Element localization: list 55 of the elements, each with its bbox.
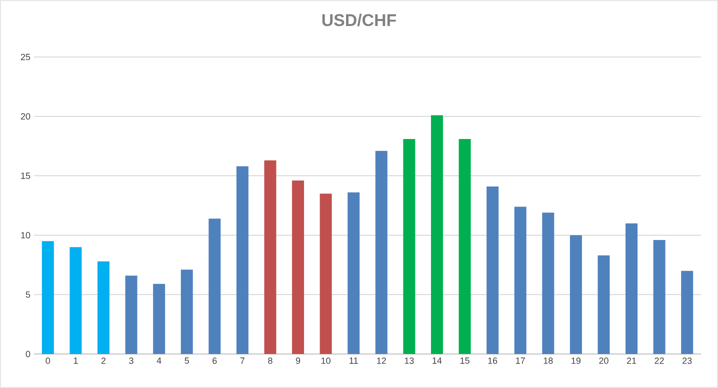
- x-tick-label: 11: [350, 358, 358, 364]
- bar: [348, 192, 360, 354]
- x-tick-label: 1: [74, 358, 78, 364]
- x-tick-label: 3: [129, 358, 134, 364]
- x-tick-label: 23: [682, 358, 692, 364]
- x-tick-label: 20: [599, 358, 608, 364]
- x-tick-label: 7: [240, 358, 244, 364]
- bar: [70, 247, 82, 354]
- x-tick-label: 16: [488, 358, 498, 364]
- bar: [430, 115, 443, 354]
- x-tick-label: 14: [432, 358, 442, 364]
- bar: [264, 160, 276, 354]
- bar: [208, 218, 221, 354]
- bar: [42, 241, 54, 354]
- y-tick-label: 5: [26, 291, 30, 298]
- x-tick-label: 9: [296, 358, 300, 364]
- bar: [236, 166, 248, 354]
- bar: [626, 223, 638, 354]
- x-tick-label: 2: [101, 358, 106, 364]
- bar: [514, 206, 526, 354]
- bar: [375, 150, 388, 354]
- x-tick-label: 8: [268, 358, 272, 364]
- bar: [153, 284, 166, 354]
- bar: [97, 261, 110, 354]
- x-tick-label: 6: [212, 358, 217, 364]
- x-tick-label: 5: [184, 358, 189, 364]
- y-tick-label: 0: [26, 350, 30, 358]
- chart-title: USD/CHF: [322, 14, 396, 26]
- bar: [486, 186, 499, 354]
- x-tick-label: 19: [572, 358, 581, 364]
- x-tick-label: 0: [46, 358, 50, 364]
- bar: [458, 138, 471, 354]
- y-tick-label: 15: [21, 172, 30, 179]
- bar: [403, 138, 416, 354]
- bar: [542, 212, 554, 354]
- x-tick-label: 17: [516, 358, 525, 364]
- x-tick-label: 21: [626, 358, 636, 364]
- bar: [598, 255, 610, 354]
- x-tick-label: 15: [460, 358, 470, 364]
- y-tick-label: 10: [21, 232, 30, 238]
- y-tick-label: 25: [20, 54, 30, 60]
- bar: [320, 194, 332, 354]
- x-tick-label: 4: [156, 358, 162, 364]
- x-tick-label: 18: [544, 358, 553, 364]
- bar: [653, 240, 666, 354]
- bar: [125, 276, 138, 354]
- x-tick-label: 10: [322, 358, 330, 364]
- bar: [292, 180, 304, 354]
- y-tick-label: 20: [20, 113, 30, 120]
- x-tick-label: 12: [377, 358, 386, 364]
- x-tick-label: 13: [404, 358, 414, 364]
- bar: [681, 270, 694, 354]
- x-tick-label: 22: [654, 358, 664, 364]
- bar: [570, 235, 582, 354]
- bar: [180, 270, 193, 354]
